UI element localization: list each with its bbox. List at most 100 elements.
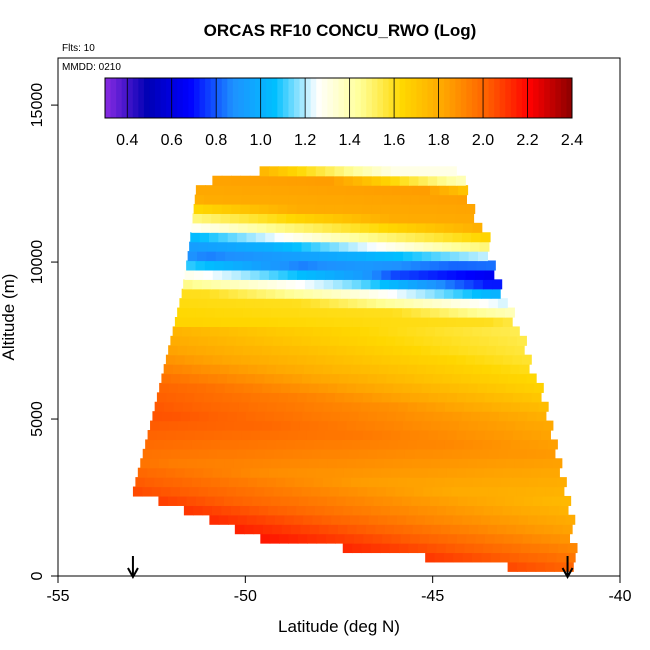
heatmap-cell [174,317,185,328]
heatmap-cell [144,477,155,488]
heatmap-cell [372,430,383,441]
colorbar-segment [555,78,562,118]
heatmap-cell [407,439,418,450]
annotation-mmdd: MMDD: 0210 [62,62,121,73]
heatmap-cell [346,345,357,356]
heatmap-cell [415,288,426,299]
heatmap-cell [297,430,308,441]
heatmap-cell [470,241,481,252]
heatmap-cell [371,505,382,516]
heatmap-cell [531,467,542,478]
heatmap-cell [308,495,319,506]
colorbar-segment [277,78,284,118]
heatmap-cell [488,486,499,497]
colorbar-segment [366,78,373,118]
heatmap-cell [382,260,393,271]
heatmap-cell [430,185,441,196]
heatmap-cell [356,524,367,535]
heatmap-cell [322,477,333,488]
heatmap-cell [468,420,479,431]
heatmap-cell [482,364,493,375]
heatmap-cell [320,241,331,252]
heatmap-cell [266,326,277,337]
heatmap-cell [248,439,259,450]
heatmap-cell [175,392,186,403]
heatmap-cell [294,477,305,488]
heatmap-cell [413,335,424,346]
heatmap-cell [177,345,188,356]
heatmap-cell [521,467,532,478]
heatmap-cell [207,298,218,309]
heatmap-cell [485,533,496,544]
heatmap-cell [472,222,483,233]
heatmap-cell [446,317,457,328]
heatmap-cell [280,382,291,393]
colorbar-segment [382,78,390,118]
heatmap-cell [194,392,205,403]
heatmap-cell [222,194,233,205]
colorbar-segment [249,78,256,118]
heatmap-cell [394,524,405,535]
heatmap-cell [158,495,169,506]
heatmap-cell [501,543,512,554]
heatmap-cell [214,260,225,271]
colorbar-segment [266,78,273,118]
heatmap-cell [222,269,233,280]
colorbar-segment [160,78,167,118]
heatmap-cell [552,458,563,469]
heatmap-cell [383,307,394,318]
heatmap-cell [377,514,388,525]
heatmap-cell [240,317,251,328]
heatmap-cell [442,335,452,346]
heatmap-cell [407,213,418,224]
heatmap-cell [283,373,294,384]
heatmap-cell [400,166,411,177]
heatmap-cell [227,448,237,459]
heatmap-cell [257,364,268,375]
heatmap-cell [336,345,347,356]
heatmap-cell [400,354,411,365]
heatmap-cell [331,514,342,525]
colorbar-segment [499,78,506,118]
heatmap-cell [403,524,414,535]
heatmap-cell [529,401,540,412]
heatmap-cell [390,203,401,214]
heatmap-cell [243,382,254,393]
heatmap-cell [308,185,319,196]
heatmap-cell [325,392,336,403]
heatmap-cell [217,241,228,252]
heatmap-cell [278,430,289,441]
heatmap-cell [320,373,331,384]
heatmap-cell [320,335,331,346]
y-tick-label: 5000 [29,401,46,437]
heatmap-cell [447,392,458,403]
heatmap-cell [383,185,394,196]
heatmap-cell [407,279,418,290]
heatmap-cell [351,279,362,290]
heatmap-cell [154,401,165,412]
heatmap-cell [379,364,390,375]
heatmap-cell [444,364,455,375]
heatmap-cell [466,533,477,544]
heatmap-cell [308,307,319,318]
heatmap-cell [307,194,318,205]
colorbar-segment [438,78,445,118]
heatmap-cell [235,298,246,309]
heatmap-cell [290,382,301,393]
chart-title: ORCAS RF10 CONCU_RWO (Log) [204,21,477,40]
heatmap-cell [360,477,371,488]
heatmap-cell [442,448,453,459]
colorbar-segment [544,78,551,118]
heatmap-cell [348,486,359,497]
heatmap-cell [201,279,212,290]
heatmap-cell [565,552,576,563]
heatmap-cell [458,382,469,393]
heatmap-cell [360,401,371,412]
heatmap-cell [183,505,194,516]
heatmap-cell [249,203,260,214]
heatmap-cell [361,543,372,554]
heatmap-cell [538,477,549,488]
heatmap-cell [453,477,464,488]
heatmap-cell [370,401,381,412]
heatmap-cell [453,326,464,337]
